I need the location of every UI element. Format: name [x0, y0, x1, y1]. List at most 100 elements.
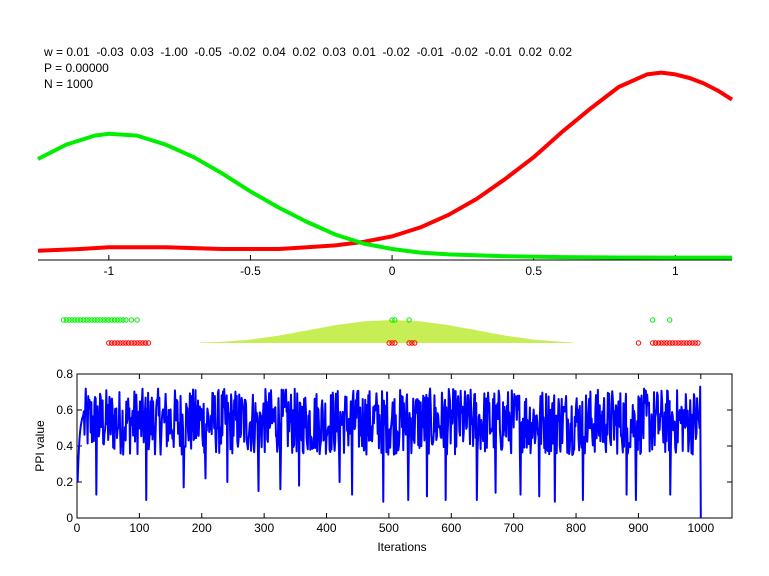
red-sample-point [106, 340, 112, 346]
green-sample-point [389, 317, 395, 323]
red-sample-point [667, 340, 673, 346]
ppi-x-tick-label: 0 [74, 521, 81, 535]
red-sample-point [140, 340, 146, 346]
ppi-y-tick-label: 0.6 [56, 403, 73, 417]
sample-points [60, 317, 701, 346]
green-sample-point [72, 317, 78, 323]
green-sample-point [108, 317, 115, 323]
ppi-x-tick-label: 700 [504, 521, 524, 535]
red-sample-point [125, 340, 132, 346]
red-sample-point [669, 340, 676, 346]
red-sample-point [117, 340, 123, 346]
red-sample-point [392, 340, 398, 346]
green-sample-point [86, 317, 92, 323]
ppi-x-tick-label: 400 [317, 521, 337, 535]
red-sample-point [120, 340, 126, 346]
green-sample-point [100, 317, 106, 323]
weights-line: w = 0.01 -0.03 0.03 -1.00 -0.05 -0.02 0.… [44, 45, 573, 59]
ppi-x-tick-label: 200 [192, 521, 212, 535]
red-sample-point [128, 340, 135, 346]
green-sample-point [80, 317, 87, 323]
ppi-x-tick-label: 600 [441, 521, 461, 535]
red-sample-point [664, 340, 670, 346]
red-sample-point [123, 340, 129, 346]
green-sample-point [114, 317, 121, 323]
red-sample-point [658, 340, 664, 346]
green-sample-point [406, 317, 412, 323]
red-sample-point [650, 340, 656, 346]
red-sample-point [142, 340, 149, 346]
green-sample-point [134, 317, 140, 323]
green-sample-point [117, 317, 123, 323]
top-density-panel: -1 -0.5 0 0.5 1 [37, 70, 734, 278]
ppi-trace-panel: 0 100 200 300 400 500 600 700 800 900 1000 0 0.2 0.4 0… [33, 367, 733, 554]
green-sample-point [69, 317, 75, 323]
top-x-tick-label: 0 [389, 264, 396, 278]
red-sample-point [406, 340, 412, 346]
ppi-x-tick-label: 900 [628, 521, 648, 535]
ppi-y-tick-label: 0.8 [56, 367, 73, 381]
red-sample-point [145, 340, 152, 346]
red-sample-point [386, 340, 392, 346]
ppi-x-tick-label: 300 [254, 521, 274, 535]
green-sample-point [667, 317, 673, 323]
ppi-y-axis-label: PPI value [33, 420, 47, 472]
red-sample-point [412, 340, 418, 346]
sample-strip-panel [60, 317, 701, 346]
red-sample-point [134, 340, 140, 346]
green-sample-point [97, 317, 104, 323]
red-sample-point [635, 340, 642, 346]
green-sample-point [111, 317, 118, 323]
red-sample-point [389, 340, 395, 346]
red-sample-point [689, 340, 695, 346]
green-sample-point [66, 317, 72, 323]
green-sample-point [75, 317, 81, 323]
top-density-curves [37, 70, 734, 260]
green-sample-point [83, 317, 89, 323]
red-sample-point [137, 340, 143, 346]
ppi-trace [76, 385, 702, 519]
green-density-curve [37, 131, 732, 260]
ppi-y-tick-label: 0 [66, 511, 73, 525]
green-sample-point [650, 317, 656, 323]
red-sample-point [684, 340, 690, 346]
green-sample-point [120, 317, 126, 323]
density-fill [199, 320, 574, 343]
green-sample-point [63, 317, 70, 323]
red-sample-point [681, 340, 687, 346]
ppi-y-tick-label: 0.2 [56, 475, 73, 489]
green-sample-point [89, 317, 95, 323]
green-sample-point [77, 317, 84, 323]
ppi-x-tick-label: 1000 [687, 521, 714, 535]
green-sample-point [92, 317, 98, 323]
density-area [199, 320, 574, 343]
ppi-axis-ticks: 0 100 200 300 400 500 600 700 800 900 1000 0 0.2 0.4 0… [56, 367, 732, 535]
top-x-tick-label: 1 [672, 264, 679, 278]
green-sample-point [60, 317, 67, 323]
green-sample-point [392, 317, 398, 323]
ppi-x-tick-label: 500 [379, 521, 399, 535]
ppi-x-axis-label: Iterations [377, 540, 426, 554]
red-sample-point [652, 340, 659, 346]
green-sample-point [94, 317, 101, 323]
red-sample-point [686, 340, 693, 346]
green-sample-point [106, 317, 112, 323]
red-sample-point [111, 340, 118, 346]
red-sample-point [655, 340, 662, 346]
ppi-y-tick-label: 0.4 [56, 439, 73, 453]
red-sample-point [108, 340, 115, 346]
top-x-ticks: -1 -0.5 0 0.5 1 [103, 255, 679, 278]
red-density-curve [37, 70, 734, 253]
p-value-line: P = 0.00000 [44, 61, 109, 75]
red-sample-point [675, 340, 681, 346]
top-x-tick-label: -0.5 [240, 264, 261, 278]
ppi-x-tick-label: 100 [129, 521, 149, 535]
red-sample-point [678, 340, 684, 346]
red-sample-point [692, 340, 698, 346]
ppi-value-line [76, 385, 702, 519]
red-sample-point [661, 340, 667, 346]
n-line: N = 1000 [44, 77, 94, 91]
red-sample-point [114, 340, 121, 346]
green-sample-point [128, 317, 135, 323]
